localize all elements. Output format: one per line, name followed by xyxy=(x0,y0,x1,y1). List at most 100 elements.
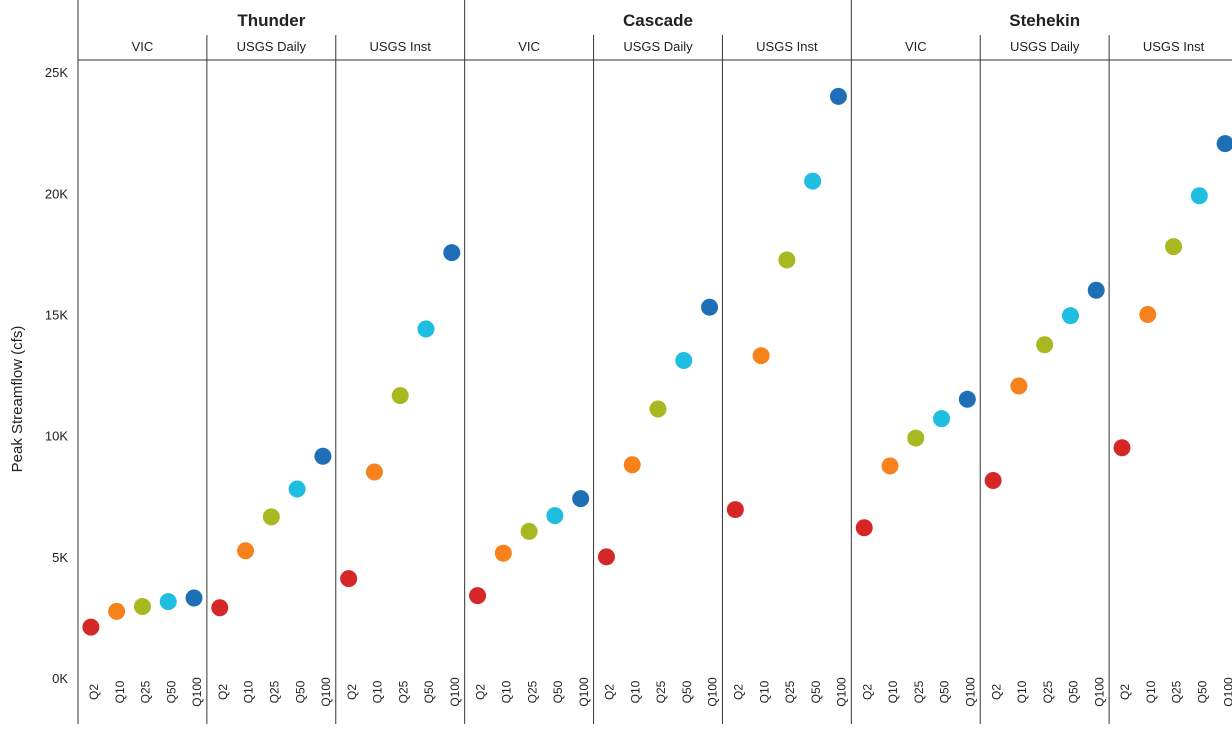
category-tick-label: Q10 xyxy=(500,680,514,703)
data-point-stehekin-usgs-daily-q10 xyxy=(1010,377,1028,395)
data-point-cascade-usgs-inst-q25 xyxy=(778,251,796,269)
category-tick-label: Q10 xyxy=(371,680,385,703)
data-point-thunder-usgs-daily-q25 xyxy=(262,508,280,526)
category-tick-label: Q50 xyxy=(938,680,952,703)
category-tick-label: Q100 xyxy=(448,677,462,707)
category-tick-label: Q2 xyxy=(474,684,488,700)
category-tick-label: Q25 xyxy=(654,680,668,703)
category-tick-label: Q50 xyxy=(293,680,307,703)
y-tick-label: 25K xyxy=(45,65,68,80)
y-tick-label: 15K xyxy=(45,307,68,322)
data-point-thunder-vic-q50 xyxy=(159,593,177,611)
category-tick-label: Q50 xyxy=(422,680,436,703)
category-tick-label: Q25 xyxy=(396,680,410,703)
data-point-stehekin-vic-q50 xyxy=(933,410,951,428)
category-tick-label: Q2 xyxy=(87,684,101,700)
y-tick-label: 5K xyxy=(52,550,68,565)
data-point-cascade-usgs-daily-q2 xyxy=(597,548,615,566)
category-tick-label: Q2 xyxy=(345,684,359,700)
category-tick-label: Q25 xyxy=(1170,680,1184,703)
y-tick-label: 10K xyxy=(45,429,68,444)
category-tick-label: Q25 xyxy=(139,680,153,703)
category-tick-label: Q10 xyxy=(242,680,256,703)
category-tick-label: Q10 xyxy=(757,680,771,703)
category-tick-label: Q2 xyxy=(1118,684,1132,700)
category-tick-label: Q100 xyxy=(577,677,591,707)
data-point-cascade-usgs-daily-q50 xyxy=(675,352,693,370)
data-point-stehekin-usgs-daily-q50 xyxy=(1061,307,1079,325)
data-point-cascade-usgs-inst-q10 xyxy=(752,347,770,365)
data-point-thunder-vic-q100 xyxy=(185,589,203,607)
category-tick-label: Q100 xyxy=(1221,677,1232,707)
site-title: Thunder xyxy=(237,11,305,30)
data-point-thunder-usgs-inst-q100 xyxy=(443,244,461,262)
source-label: USGS Inst xyxy=(756,39,818,54)
category-tick-label: Q100 xyxy=(190,677,204,707)
data-point-stehekin-usgs-inst-q50 xyxy=(1190,187,1208,205)
data-point-stehekin-usgs-daily-q25 xyxy=(1036,336,1054,354)
data-point-stehekin-usgs-inst-q10 xyxy=(1139,305,1157,323)
data-point-cascade-usgs-inst-q100 xyxy=(829,87,847,105)
data-point-thunder-usgs-inst-q10 xyxy=(365,463,383,481)
data-point-stehekin-usgs-inst-q2 xyxy=(1113,439,1131,457)
site-title: Stehekin xyxy=(1009,11,1080,30)
data-point-cascade-vic-q100 xyxy=(572,490,590,508)
category-tick-label: Q50 xyxy=(680,680,694,703)
data-point-thunder-usgs-daily-q10 xyxy=(237,542,255,560)
data-point-stehekin-usgs-inst-q100 xyxy=(1216,135,1232,153)
category-tick-label: Q2 xyxy=(860,684,874,700)
data-point-cascade-usgs-daily-q25 xyxy=(649,400,667,418)
category-tick-label: Q100 xyxy=(964,677,978,707)
data-point-thunder-usgs-daily-q50 xyxy=(288,480,306,498)
category-tick-label: Q100 xyxy=(835,677,849,707)
source-label: USGS Daily xyxy=(237,39,307,54)
category-tick-label: Q50 xyxy=(1196,680,1210,703)
data-point-cascade-usgs-daily-q100 xyxy=(701,298,719,316)
category-tick-label: Q25 xyxy=(1041,680,1055,703)
category-tick-label: Q50 xyxy=(551,680,565,703)
data-point-cascade-usgs-inst-q50 xyxy=(804,172,822,190)
data-point-cascade-vic-q10 xyxy=(494,544,512,562)
category-tick-label: Q2 xyxy=(732,684,746,700)
category-tick-label: Q25 xyxy=(912,680,926,703)
category-tick-label: Q10 xyxy=(628,680,642,703)
source-label: VIC xyxy=(132,39,154,54)
category-tick-label: Q25 xyxy=(525,680,539,703)
y-tick-label: 0K xyxy=(52,671,68,686)
category-tick-label: Q25 xyxy=(783,680,797,703)
category-tick-label: Q2 xyxy=(216,684,230,700)
data-point-thunder-usgs-daily-q2 xyxy=(211,599,229,617)
source-label: USGS Daily xyxy=(1010,39,1080,54)
source-label: VIC xyxy=(518,39,540,54)
data-point-thunder-vic-q2 xyxy=(82,618,100,636)
data-point-thunder-usgs-inst-q25 xyxy=(391,387,409,405)
source-label: VIC xyxy=(905,39,927,54)
data-point-cascade-usgs-inst-q2 xyxy=(726,501,744,519)
data-point-stehekin-vic-q10 xyxy=(881,457,899,475)
category-tick-label: Q10 xyxy=(1015,680,1029,703)
source-label: USGS Daily xyxy=(623,39,693,54)
data-point-stehekin-vic-q25 xyxy=(907,429,925,447)
category-tick-label: Q2 xyxy=(989,684,1003,700)
data-point-cascade-vic-q2 xyxy=(469,587,487,605)
data-point-cascade-usgs-daily-q10 xyxy=(623,456,641,474)
category-tick-label: Q10 xyxy=(113,680,127,703)
category-tick-label: Q100 xyxy=(319,677,333,707)
category-tick-label: Q10 xyxy=(1144,680,1158,703)
y-tick-label: 20K xyxy=(45,186,68,201)
category-tick-label: Q50 xyxy=(809,680,823,703)
category-tick-label: Q50 xyxy=(1067,680,1081,703)
category-tick-label: Q25 xyxy=(268,680,282,703)
category-tick-label: Q100 xyxy=(1092,677,1106,707)
data-point-thunder-usgs-inst-q50 xyxy=(417,320,435,338)
data-point-cascade-vic-q25 xyxy=(520,522,538,540)
data-point-stehekin-usgs-daily-q2 xyxy=(984,471,1002,489)
data-point-stehekin-vic-q2 xyxy=(855,519,873,537)
category-tick-label: Q100 xyxy=(706,677,720,707)
data-point-stehekin-usgs-daily-q100 xyxy=(1087,281,1105,299)
data-point-thunder-usgs-inst-q2 xyxy=(340,570,358,588)
data-point-cascade-vic-q50 xyxy=(546,507,564,525)
source-label: USGS Inst xyxy=(1143,39,1205,54)
